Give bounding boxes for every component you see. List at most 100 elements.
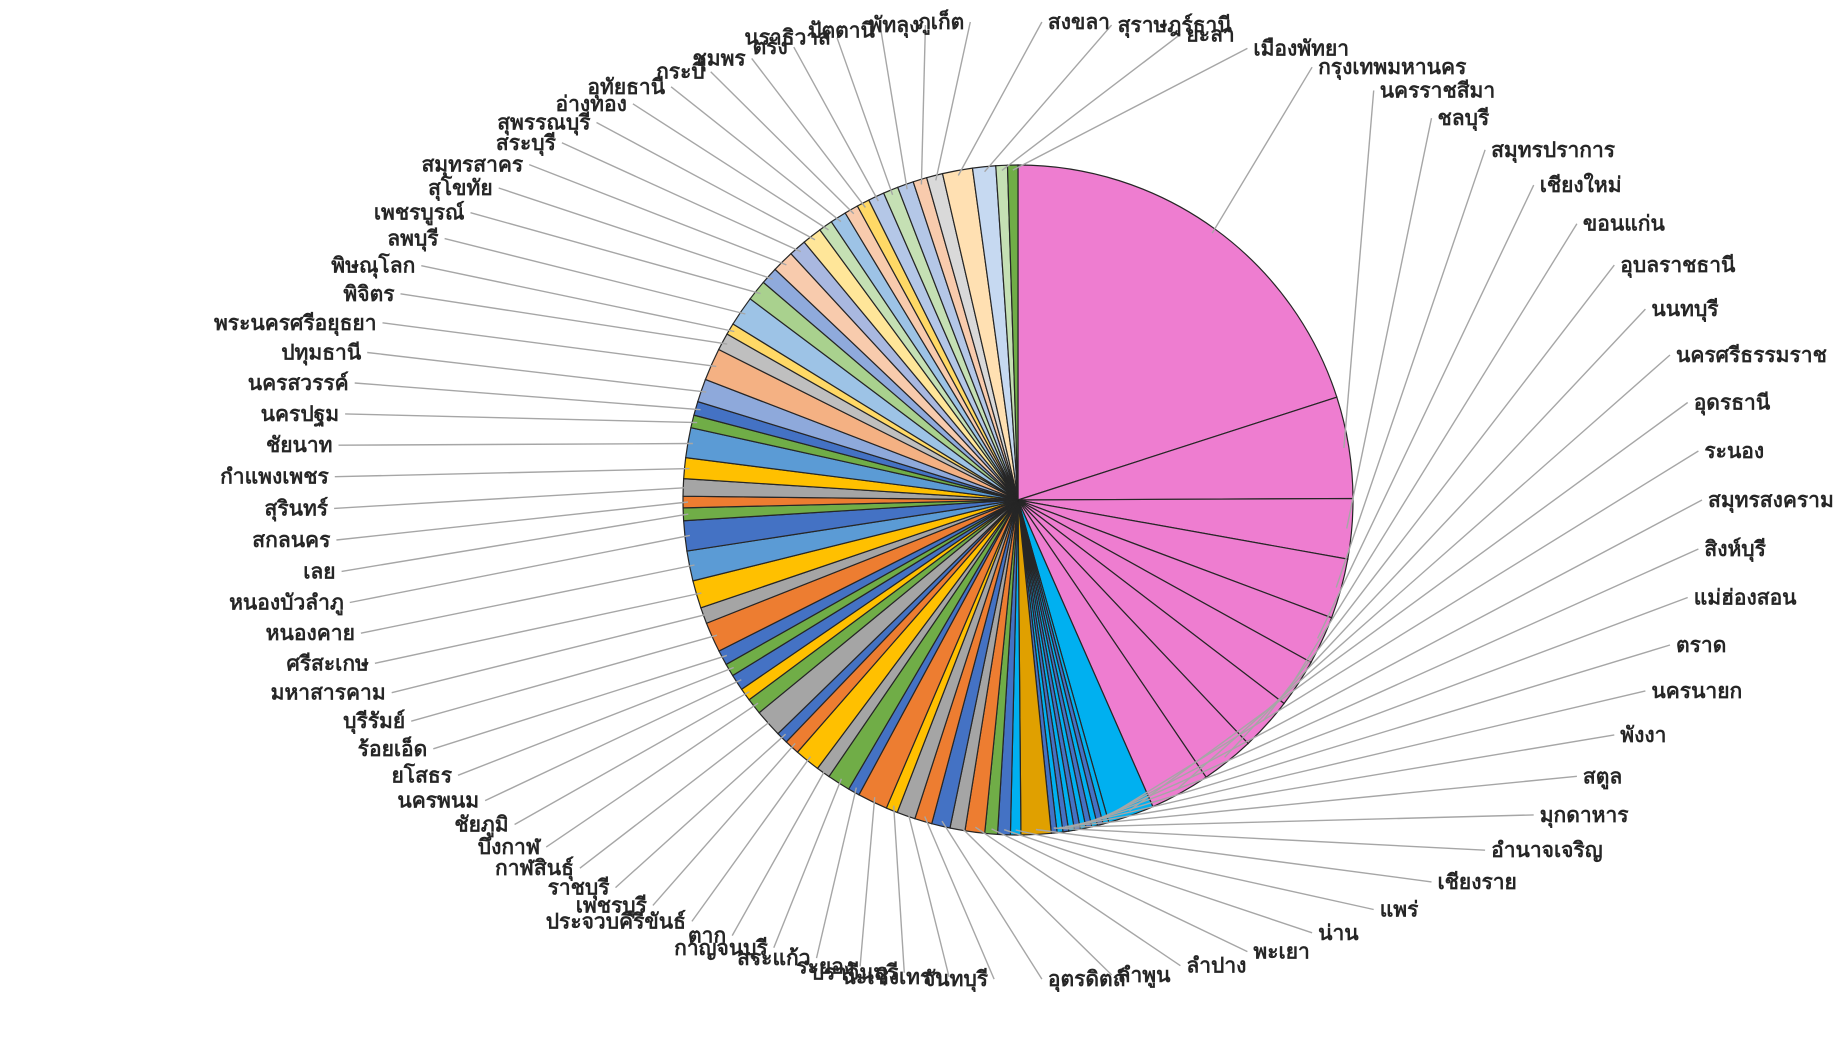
leader-line [773, 778, 843, 949]
leader-line [907, 810, 950, 978]
slice-label: ประจวบคีรีขันธ์ [546, 909, 686, 933]
leader-line [935, 21, 971, 181]
leader-line [457, 666, 734, 776]
slice-label: สุราษฎร์ธานี [1118, 13, 1233, 39]
leader-line [710, 71, 855, 215]
leader-line [1093, 548, 1699, 822]
leader-line [1053, 827, 1486, 851]
leader-line [1081, 644, 1671, 825]
slice-label: เชียงใหม่ [1540, 172, 1622, 197]
leader-line [336, 501, 689, 541]
slice-label: ฉะเชิงเทรา [842, 965, 943, 989]
slice-label: พระนครศรีอยุธยา [214, 311, 377, 337]
slice-label: เพชรบูรณ์ [374, 201, 465, 227]
slice-label: สกลนคร [252, 528, 331, 552]
leader-line [391, 613, 709, 694]
slice-label: สระแก้ว [737, 946, 810, 970]
slice-label: อุตรดิตถ์ [1048, 967, 1126, 993]
leader-line [514, 691, 750, 826]
leader-line [1316, 184, 1535, 639]
slice-label: ยโสธร [392, 762, 453, 787]
leader-line [561, 142, 802, 253]
leader-line [1070, 734, 1615, 827]
leader-line [1343, 90, 1375, 449]
slice-label: มหาสารคาม [271, 681, 386, 705]
slice-label: ร้อยเอ็ด [358, 735, 428, 761]
leader-line [349, 534, 691, 604]
slice-label: นนทบุรี [1651, 297, 1719, 323]
slice-label: ตราด [1676, 633, 1726, 657]
slice-label: ลำปาง [1186, 954, 1246, 978]
slice-label: แม่ฮ่องสอน [1694, 586, 1797, 610]
leader-line [400, 293, 728, 345]
slice-label: สุพรรณบุรี [497, 111, 591, 137]
leader-line [360, 564, 695, 634]
slice-label: เชียงราย [1438, 870, 1517, 894]
leader-line [984, 24, 1113, 173]
leader-line [345, 413, 698, 424]
slice-label: นครสวรรค์ [248, 371, 349, 395]
slice-label: ปัตตานี [808, 18, 875, 42]
leader-line [1003, 829, 1313, 934]
slice-label: พิษณุโลก [331, 253, 415, 280]
slice-label: สุโขทัย [428, 175, 493, 202]
leader-line [498, 187, 774, 280]
slice-label: ภูเก็ต [917, 8, 964, 36]
slice-label: ราชบุรี [548, 876, 611, 902]
leader-line [411, 634, 718, 722]
leader-line [1087, 596, 1688, 824]
slice-label: อุดรธานี [1694, 391, 1771, 417]
leader-line [374, 592, 702, 664]
leader-line [880, 30, 908, 190]
leader-line [1065, 775, 1577, 828]
leader-line [1335, 149, 1486, 588]
slice-label: ศรีสะเกษ [286, 651, 369, 675]
leader-line [338, 442, 693, 446]
leader-line [1346, 117, 1433, 529]
leader-line [731, 768, 827, 936]
leader-line [793, 46, 879, 202]
slice-label: นครนายก [1651, 679, 1742, 703]
leader-line [596, 121, 816, 241]
leader-line [1128, 401, 1689, 812]
leader-line [1012, 47, 1248, 171]
leader-line [382, 322, 717, 368]
slice-label: อุทัยธานี [587, 75, 665, 101]
leader-line [470, 212, 761, 295]
leader-line [1098, 499, 1703, 821]
leader-line [957, 824, 1113, 976]
slice-label: กาฬสินธุ์ [495, 856, 574, 882]
slice-label: กาญจนบุรี [674, 936, 768, 962]
slice-label: ระนอง [1704, 439, 1764, 463]
slice-label: สิงห์บุรี [1704, 537, 1766, 563]
slice-label: อุบลราชธานี [1620, 253, 1736, 279]
slice-label: พะเยา [1253, 940, 1309, 964]
leader-line [670, 86, 842, 223]
slice-label: ลำพูน [1118, 963, 1172, 989]
slice-label: ยะลา [1186, 22, 1234, 46]
slice-label: พิจิตร [343, 282, 395, 306]
slice-label: เพชรบุรี [576, 893, 648, 919]
slice-label: สมุทรสงคราม [1708, 488, 1834, 514]
leader-line [957, 21, 1043, 176]
leader-line [545, 702, 759, 848]
slice-label: สมุทรปราการ [1491, 138, 1616, 164]
leader-line [528, 163, 787, 266]
leader-line [893, 805, 905, 973]
slice-label: สงขลา [1048, 10, 1110, 34]
leader-line [691, 756, 812, 922]
leader-line [1076, 690, 1646, 826]
slice-label: ลพบุรี [387, 227, 439, 253]
leader-line [484, 679, 742, 802]
slice-label: อ่างทอง [556, 92, 627, 116]
slice-label: น่าน [1318, 921, 1359, 945]
leader-line [1035, 828, 1432, 883]
leader-line [941, 820, 1043, 980]
leader-line [354, 382, 701, 411]
slice-label: สุรินทร์ [265, 496, 329, 522]
leader-line [1211, 66, 1313, 234]
leader-line [920, 24, 927, 185]
leader-line [924, 816, 995, 980]
